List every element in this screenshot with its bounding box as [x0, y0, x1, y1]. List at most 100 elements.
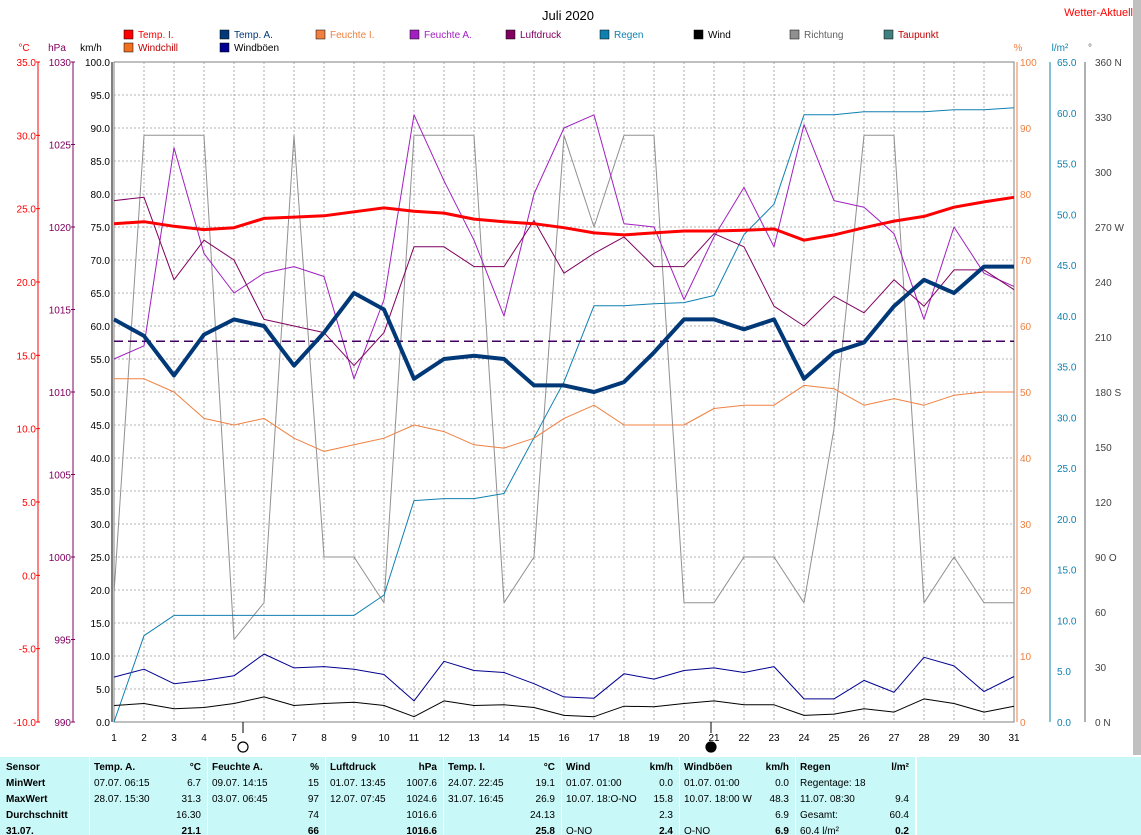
- scrollbar[interactable]: [1133, 0, 1141, 755]
- stats-row: Wind km/h: [562, 761, 679, 774]
- moon-phases: [237, 722, 717, 753]
- stats-cell-value: 97: [307, 794, 319, 805]
- stats-cell-value: 1024.6: [406, 794, 437, 805]
- stats-row-label: Sensor: [6, 762, 40, 773]
- legend-swatch: [219, 29, 230, 40]
- day-tick-label: 17: [588, 733, 600, 744]
- day-tick-label: 14: [498, 733, 510, 744]
- series-feuchte-i-line: [114, 378, 1014, 452]
- wind-tick-label: 70.0: [91, 256, 111, 267]
- stats-cell-label: 60.4 l/m²: [800, 826, 839, 835]
- rain-tick-label: 0.0: [1057, 718, 1071, 729]
- day-tick-label: 25: [828, 733, 840, 744]
- stats-column: [916, 757, 917, 835]
- stats-cell-label: 12.07. 07:45: [330, 794, 386, 805]
- series-temp-i-line: [113, 195, 1015, 242]
- stats-cell-label: 10.07. 18:00 W: [684, 794, 752, 805]
- day-tick-label: 7: [291, 733, 297, 744]
- day-tick-label: 22: [738, 733, 750, 744]
- legend-label: Temp. I.: [138, 30, 174, 41]
- stats-row: O-NO 2.4: [562, 825, 679, 835]
- legend-swatch: [219, 42, 230, 53]
- stats-cell-label: Gesamt:: [800, 810, 838, 821]
- pressure-tick-label: 1025: [49, 141, 72, 152]
- stats-column-unit: %: [310, 762, 319, 773]
- stats-row: 01.07. 13:45 1007.6: [326, 777, 443, 790]
- rain-unit-label: l/m²: [1052, 43, 1069, 54]
- rain-tick-label: 20.0: [1057, 515, 1077, 526]
- stats-column-unit: °C: [543, 762, 555, 773]
- day-tick-label: 30: [978, 733, 990, 744]
- wind-tick-label: 0.0: [96, 718, 110, 729]
- day-tick-label: 28: [918, 733, 930, 744]
- day-tick-label: 11: [409, 733, 420, 744]
- statistics-table: Sensor MinWert MaxWert Durchschnitt 31.07. Te…: [0, 757, 1141, 835]
- stats-row: 6.9: [680, 809, 795, 822]
- stats-row: 07.07. 06:15 6.7: [90, 777, 207, 790]
- rain-tick-label: 65.0: [1057, 58, 1077, 69]
- stats-cell-label: 01.07. 01:00: [684, 778, 740, 789]
- wind-unit-label: km/h: [80, 43, 102, 54]
- legend-label: Richtung: [804, 30, 843, 41]
- humidity-tick-label: 30: [1020, 520, 1032, 531]
- stats-column: Temp. A. °C 07.07. 06:15 6.7 28.07. 15:30 31.…: [90, 757, 208, 835]
- temp-tick-label: 15.0: [17, 351, 37, 362]
- stats-row: Temp. A. °C: [90, 761, 207, 774]
- humidity-tick-label: 10: [1020, 652, 1032, 663]
- full-moon-icon: [237, 741, 249, 753]
- humidity-tick-label: 40: [1020, 454, 1032, 465]
- stats-column-title: Regen: [800, 762, 831, 773]
- rain-tick-label: 25.0: [1057, 464, 1077, 475]
- wind-tick-label: 5.0: [96, 685, 110, 696]
- direction-tick-label: 60: [1095, 608, 1107, 619]
- stats-cell-label: 10.07. 18:O-NO: [566, 794, 637, 805]
- stats-column: Luftdruck hPa 01.07. 13:45 1007.6 12.07. 07:…: [326, 757, 444, 835]
- temp-tick-label: 10.0: [17, 425, 37, 436]
- wind-tick-label: 25.0: [91, 553, 111, 564]
- day-tick-label: 16: [558, 733, 570, 744]
- stats-cell-value: 2.3: [659, 810, 673, 821]
- stats-cell-label: O-NO: [566, 826, 593, 835]
- stats-row: 1016.6: [326, 825, 443, 835]
- temp-tick-label: 20.0: [17, 278, 37, 289]
- stats-cell-value: 24.13: [529, 810, 555, 821]
- legend-label: Wind: [708, 30, 731, 41]
- stats-row-label: 31.07.: [6, 826, 34, 835]
- direction-tick-label: 240: [1095, 278, 1112, 289]
- stats-row: Durchschnitt: [0, 809, 89, 822]
- wind-tick-label: 35.0: [91, 487, 111, 498]
- stats-row: Regentage: 18: [796, 777, 915, 790]
- stats-cell-value: 0.2: [895, 826, 909, 835]
- stats-cell-value: 16.30: [175, 810, 201, 821]
- series-richtung-line: [113, 134, 1014, 640]
- stats-cell-label: 01.07. 01:00: [566, 778, 622, 789]
- day-tick-label: 18: [618, 733, 630, 744]
- temp-tick-label: -5.0: [19, 645, 37, 656]
- stats-cell-value: 15: [307, 778, 319, 789]
- chart-grid: [113, 61, 1015, 723]
- stats-row-label: MinWert: [6, 778, 46, 789]
- pressure-tick-label: 1030: [49, 58, 72, 69]
- stats-row: 12.07. 07:45 1024.6: [326, 793, 443, 806]
- pressure-tick-label: 1020: [49, 223, 72, 234]
- stats-row: 01.07. 01:00 0.0: [562, 777, 679, 790]
- rain-tick-label: 35.0: [1057, 363, 1077, 374]
- wetter-aktuell-link[interactable]: Wetter-Aktuell: [1064, 7, 1133, 19]
- wind-tick-label: 75.0: [91, 223, 111, 234]
- stats-cell-value: 1007.6: [406, 778, 437, 789]
- stats-row: Windböen km/h: [680, 761, 795, 774]
- weather-chart: Juli 2020 Wetter-Aktuell Temp. I. Temp. A…: [13, 7, 1133, 753]
- stats-cell-value: 19.1: [535, 778, 555, 789]
- stats-cell-label: O-NO: [684, 826, 711, 835]
- stats-cell-value: 1016.6: [406, 826, 437, 835]
- stats-row: 25.8: [444, 825, 561, 835]
- day-tick-label: 20: [678, 733, 690, 744]
- stats-cell-label: 24.07. 22:45: [448, 778, 504, 789]
- stats-row: 24.13: [444, 809, 561, 822]
- day-tick-label: 21: [708, 733, 720, 744]
- humidity-unit-label: %: [1014, 43, 1023, 54]
- stats-column-title: Temp. I.: [448, 762, 486, 773]
- stats-column-title: Luftdruck: [330, 762, 377, 773]
- pressure-tick-label: 990: [54, 718, 71, 729]
- stats-row: 1016.6: [326, 809, 443, 822]
